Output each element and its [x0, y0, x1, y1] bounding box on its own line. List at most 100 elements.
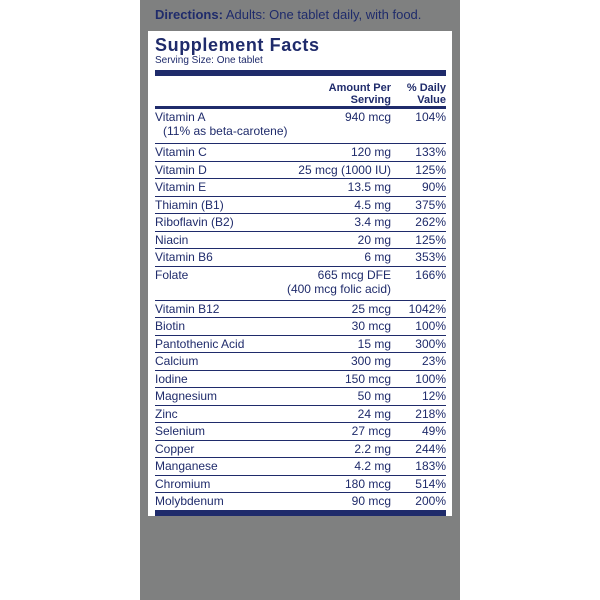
- nutrient-amount: 4.2 mg: [285, 459, 391, 473]
- nutrient-name: Molybdenum: [155, 494, 285, 508]
- nutrient-name: Vitamin B12: [155, 302, 285, 316]
- nutrient-label: Thiamin (B1): [155, 197, 224, 212]
- nutrient-name: Calcium: [155, 354, 285, 368]
- table-row: Folate 665 mcg DFE (400 mcg folic acid) 166…: [155, 265, 446, 300]
- table-row: Thiamin (B1) 4.5 mg 375%: [155, 195, 446, 214]
- nutrient-amount: 2.2 mg: [285, 442, 391, 456]
- amount-value: 25 mcg (1000 IU): [298, 162, 391, 177]
- supplement-facts-panel: Supplement Facts Serving Size: One table…: [148, 31, 452, 516]
- amount-value: 3.4 mg: [354, 215, 391, 229]
- nutrient-sublabel: (11% as beta-carotene): [163, 124, 288, 138]
- nutrient-amount: 20 mg: [285, 233, 391, 247]
- nutrient-name: Manganese: [155, 459, 285, 473]
- serving-size: Serving Size: One tablet: [155, 55, 263, 66]
- nutrient-daily-value: 244%: [415, 441, 446, 456]
- nutrient-daily-value: 1042%: [408, 301, 446, 316]
- nutrient-name: Vitamin A (11% as beta-carotene): [155, 110, 288, 138]
- amount-value: 50 mg: [357, 389, 391, 403]
- nutrient-name: Zinc: [155, 407, 285, 421]
- table-row: Niacin 20 mg 125%: [155, 230, 446, 249]
- nutrient-daily-value: 125%: [415, 232, 446, 247]
- amount-value: 300 mg: [350, 354, 391, 368]
- nutrient-name: Pantothenic Acid: [155, 337, 285, 351]
- nutrient-label: Copper: [155, 441, 195, 456]
- nutrient-name: Chromium: [155, 477, 285, 491]
- amount-value: 20 mg: [357, 232, 391, 247]
- nutrient-name: Vitamin B6: [155, 250, 285, 264]
- nutrient-label: Folate: [155, 267, 189, 282]
- amount-value: 24 mg: [357, 406, 391, 421]
- nutrient-daily-value: 183%: [415, 459, 446, 473]
- nutrient-amount: 90 mcg: [285, 494, 391, 508]
- nutrient-name: Selenium: [155, 424, 285, 438]
- nutrient-daily-value: 12%: [421, 389, 446, 403]
- nutrient-amount: 300 mg: [285, 354, 391, 368]
- amount-value: 6 mg: [364, 250, 391, 264]
- nutrient-daily-value: 100%: [415, 319, 446, 333]
- nutrient-amount: 4.5 mg: [285, 198, 391, 212]
- nutrient-daily-value: 90%: [421, 180, 446, 194]
- nutrient-label: Iodine: [155, 371, 188, 386]
- nutrient-daily-value: 218%: [415, 406, 446, 421]
- nutrient-daily-value: 133%: [415, 145, 446, 159]
- amount-value: 30 mcg: [351, 319, 391, 333]
- nutrient-daily-value: 300%: [415, 336, 446, 351]
- nutrient-amount: 30 mcg: [285, 319, 391, 333]
- bottom-divider: [155, 509, 446, 516]
- nutrient-amount: 27 mcg: [285, 424, 391, 438]
- nutrient-daily-value: 514%: [415, 476, 446, 491]
- nutrient-label: Magnesium: [155, 389, 218, 403]
- amount-detail: (400 mcg folic acid): [286, 281, 391, 296]
- nutrient-amount: 50 mg: [285, 389, 391, 403]
- nutrient-amount: 940 mcg: [285, 110, 391, 124]
- nutrient-label: Vitamin B6: [155, 250, 213, 264]
- nutrient-amount: 13.5 mg: [285, 180, 391, 194]
- nutrient-label: Riboflavin (B2): [155, 215, 234, 229]
- nutrient-amount: 15 mg: [285, 337, 391, 351]
- nutrient-label: Manganese: [155, 459, 218, 473]
- nutrient-name: Folate: [155, 268, 285, 282]
- amount-value: 27 mcg: [351, 424, 391, 438]
- nutrient-name: Vitamin D: [155, 163, 285, 177]
- nutrient-label: Biotin: [155, 319, 186, 333]
- nutrient-amount: 6 mg: [285, 250, 391, 264]
- nutrient-amount: 665 mcg DFE (400 mcg folic acid): [285, 268, 391, 296]
- directions-body: Adults: One tablet daily, with food.: [225, 7, 422, 22]
- nutrient-label: Chromium: [155, 476, 211, 491]
- header-divider: [155, 106, 446, 109]
- nutrient-amount: 120 mg: [285, 145, 391, 159]
- table-row: Biotin 30 mcg 100%: [155, 317, 446, 335]
- nutrient-name: Iodine: [155, 372, 285, 386]
- nutrient-amount: 25 mcg (1000 IU): [285, 163, 391, 177]
- nutrient-daily-value: 353%: [415, 250, 446, 264]
- nutrient-label: Vitamin B12: [155, 301, 220, 316]
- table-row: Selenium 27 mcg 49%: [155, 422, 446, 440]
- nutrient-daily-value: 49%: [421, 424, 446, 438]
- amount-value: 2.2 mg: [354, 441, 391, 456]
- table-row: Zinc 24 mg 218%: [155, 404, 446, 423]
- amount-value: 4.2 mg: [354, 459, 391, 473]
- amount-value: 120 mg: [350, 145, 391, 159]
- nutrient-name: Vitamin C: [155, 145, 285, 159]
- nutrient-label: Pantothenic Acid: [155, 336, 245, 351]
- top-divider: [155, 70, 446, 76]
- daily-value-header: % Daily Value: [391, 82, 446, 106]
- nutrient-daily-value: 23%: [421, 354, 446, 368]
- table-row: Chromium 180 mcg 514%: [155, 474, 446, 493]
- nutrient-label: Vitamin D: [155, 162, 207, 177]
- table-row: Vitamin E 13.5 mg 90%: [155, 178, 446, 196]
- table-row: Vitamin D 25 mcg (1000 IU) 125%: [155, 160, 446, 179]
- nutrient-name: Niacin: [155, 233, 285, 247]
- table-row: Molybdenum 90 mcg 200%: [155, 492, 446, 510]
- nutrient-amount: 180 mcg: [285, 477, 391, 491]
- nutrient-label: Zinc: [155, 406, 178, 421]
- amount-value: 180 mcg: [344, 476, 391, 491]
- nutrient-label: Calcium: [155, 354, 199, 368]
- amount-header: Amount Per Serving: [155, 82, 391, 106]
- amount-value: 940 mcg: [344, 110, 391, 124]
- amount-header-line1: Amount Per: [328, 82, 391, 94]
- panel-title: Supplement Facts: [155, 35, 320, 55]
- table-row: Vitamin B12 25 mcg 1042%: [155, 299, 446, 318]
- nutrient-name: Biotin: [155, 319, 285, 333]
- nutrient-label: Vitamin E: [155, 180, 207, 194]
